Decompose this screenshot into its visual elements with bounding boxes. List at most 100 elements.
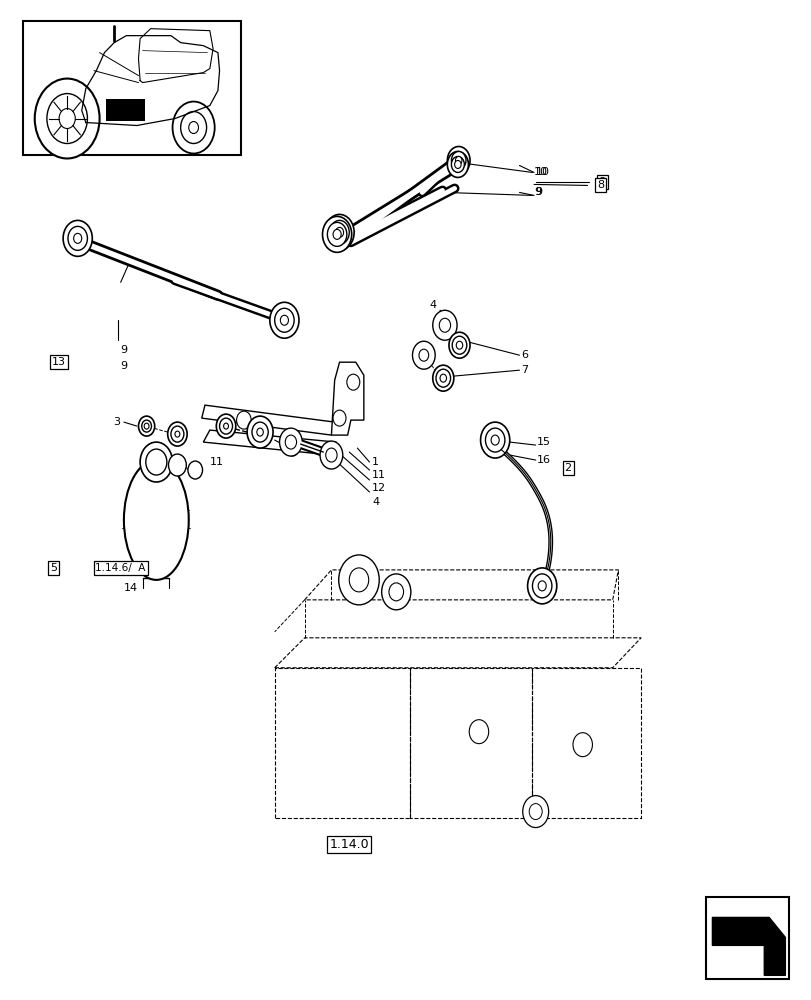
Circle shape bbox=[491, 435, 499, 445]
Circle shape bbox=[172, 102, 214, 153]
Circle shape bbox=[219, 418, 232, 434]
Ellipse shape bbox=[124, 460, 188, 580]
Text: 9: 9 bbox=[121, 345, 127, 355]
Circle shape bbox=[216, 414, 235, 438]
Polygon shape bbox=[274, 638, 641, 668]
Circle shape bbox=[469, 720, 488, 744]
Text: 4: 4 bbox=[429, 300, 436, 310]
Circle shape bbox=[170, 426, 183, 442]
Text: 3: 3 bbox=[114, 417, 121, 427]
Circle shape bbox=[412, 341, 435, 369]
Circle shape bbox=[324, 214, 354, 250]
Circle shape bbox=[139, 416, 155, 436]
Circle shape bbox=[522, 796, 548, 828]
Text: 14: 14 bbox=[124, 583, 138, 593]
Circle shape bbox=[388, 583, 403, 601]
Circle shape bbox=[63, 220, 92, 256]
Text: 10: 10 bbox=[534, 167, 547, 177]
Text: 8: 8 bbox=[598, 177, 605, 187]
Text: 7: 7 bbox=[521, 365, 528, 375]
Circle shape bbox=[146, 449, 167, 475]
Circle shape bbox=[456, 341, 462, 349]
Circle shape bbox=[247, 416, 272, 448]
Circle shape bbox=[68, 226, 88, 250]
Text: 9: 9 bbox=[535, 187, 543, 197]
Circle shape bbox=[432, 310, 457, 340]
Text: 9: 9 bbox=[121, 361, 127, 371]
Circle shape bbox=[180, 112, 206, 143]
Text: 4: 4 bbox=[371, 497, 379, 507]
Circle shape bbox=[140, 442, 172, 482]
Circle shape bbox=[432, 365, 453, 391]
Circle shape bbox=[322, 216, 351, 252]
Circle shape bbox=[168, 422, 187, 446]
Circle shape bbox=[333, 410, 345, 426]
Text: 6: 6 bbox=[521, 350, 527, 360]
Text: 1.14.6/  A: 1.14.6/ A bbox=[96, 563, 146, 573]
Circle shape bbox=[280, 315, 288, 325]
Circle shape bbox=[174, 431, 179, 437]
Circle shape bbox=[440, 374, 446, 382]
Text: 9: 9 bbox=[534, 187, 541, 197]
Polygon shape bbox=[201, 405, 334, 435]
Circle shape bbox=[529, 804, 542, 820]
Circle shape bbox=[538, 581, 546, 591]
Circle shape bbox=[320, 441, 342, 469]
Circle shape bbox=[333, 229, 341, 239]
Circle shape bbox=[142, 420, 152, 432]
Circle shape bbox=[454, 160, 461, 168]
Circle shape bbox=[285, 440, 298, 456]
Circle shape bbox=[223, 423, 228, 429]
Text: 5: 5 bbox=[49, 563, 57, 573]
Circle shape bbox=[532, 574, 551, 598]
Circle shape bbox=[279, 428, 302, 456]
Bar bbox=[705, 897, 787, 979]
Text: 12: 12 bbox=[371, 483, 385, 493]
Circle shape bbox=[169, 454, 186, 476]
Text: 16: 16 bbox=[537, 455, 551, 465]
Text: 2: 2 bbox=[564, 463, 571, 473]
Circle shape bbox=[451, 151, 466, 169]
Circle shape bbox=[47, 94, 88, 143]
Circle shape bbox=[451, 156, 464, 172]
Circle shape bbox=[251, 422, 268, 442]
Circle shape bbox=[527, 568, 556, 604]
Circle shape bbox=[187, 461, 202, 479]
Circle shape bbox=[346, 374, 359, 390]
Circle shape bbox=[338, 555, 379, 605]
Circle shape bbox=[274, 308, 294, 332]
Circle shape bbox=[59, 109, 75, 129]
Circle shape bbox=[285, 435, 296, 449]
Circle shape bbox=[436, 369, 450, 387]
Polygon shape bbox=[304, 570, 618, 600]
Circle shape bbox=[335, 227, 343, 237]
Circle shape bbox=[269, 302, 298, 338]
Circle shape bbox=[381, 574, 410, 610]
Circle shape bbox=[480, 422, 509, 458]
Circle shape bbox=[325, 448, 337, 462]
Circle shape bbox=[447, 146, 470, 174]
Text: 15: 15 bbox=[537, 437, 551, 447]
Circle shape bbox=[439, 318, 450, 332]
Bar bbox=[24, 21, 240, 155]
Text: 11: 11 bbox=[371, 470, 385, 480]
Circle shape bbox=[455, 156, 461, 164]
Text: 1.14.0: 1.14.0 bbox=[329, 838, 369, 851]
Circle shape bbox=[236, 411, 251, 429]
Text: 8: 8 bbox=[596, 180, 603, 190]
Text: 1: 1 bbox=[371, 457, 379, 467]
Polygon shape bbox=[711, 917, 784, 975]
Circle shape bbox=[35, 79, 100, 158]
Circle shape bbox=[256, 428, 263, 436]
Circle shape bbox=[188, 122, 198, 134]
Circle shape bbox=[349, 568, 368, 592]
Circle shape bbox=[418, 349, 428, 361]
Circle shape bbox=[448, 332, 470, 358]
Circle shape bbox=[573, 733, 592, 757]
Circle shape bbox=[144, 423, 149, 429]
Circle shape bbox=[74, 233, 82, 243]
Polygon shape bbox=[331, 362, 363, 435]
Circle shape bbox=[452, 336, 466, 354]
Circle shape bbox=[447, 151, 468, 177]
Text: 10: 10 bbox=[535, 167, 549, 177]
